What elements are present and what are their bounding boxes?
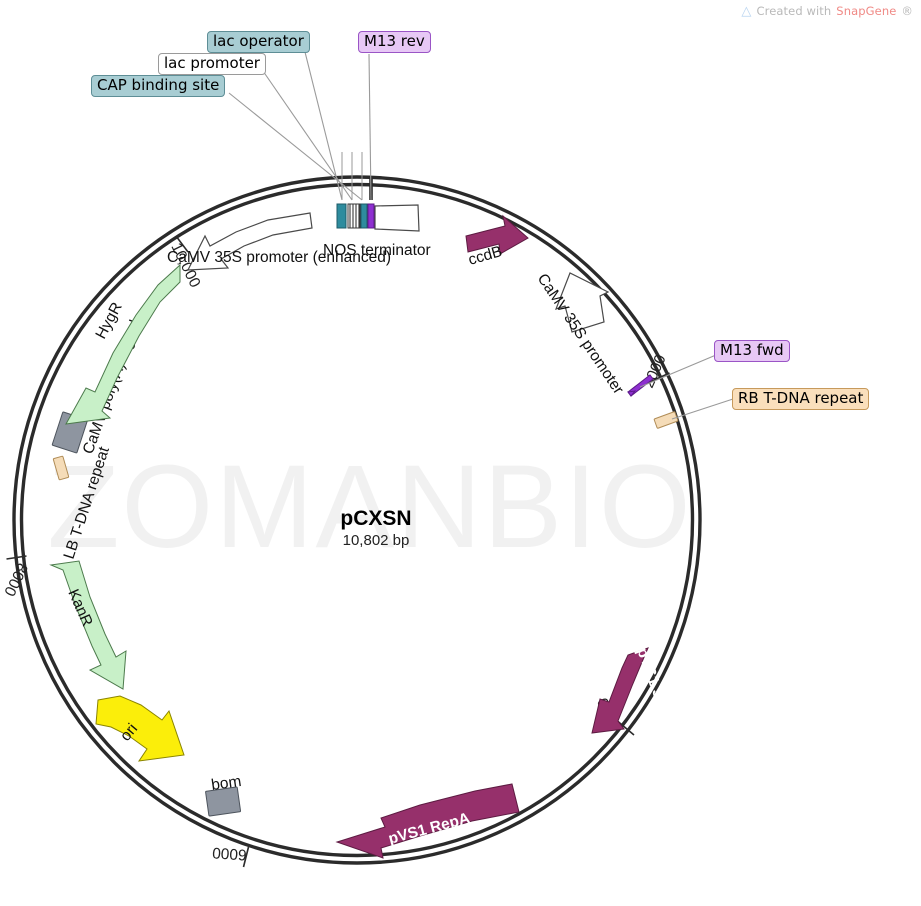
tick-10000 — [175, 235, 189, 253]
feature-lb-tdna-repeat[interactable] — [52, 455, 70, 481]
tick-8000 — [6, 555, 27, 560]
feature-ori[interactable] — [95, 695, 185, 762]
feature-m13-rev[interactable] — [367, 203, 375, 229]
feature-nos-terminator[interactable] — [374, 204, 420, 232]
callout-lac-operator[interactable]: lac operator — [207, 31, 310, 53]
feature-label-bom: bom — [210, 773, 242, 794]
snapgene-credit: △ Created with SnapGene ® — [741, 4, 913, 18]
plasmid-size: 10,802 bp — [343, 532, 410, 549]
feature-m13-fwd[interactable] — [627, 374, 654, 397]
leader-rb-tdna-repeat — [671, 398, 734, 420]
tick-2000 — [649, 372, 670, 383]
credit-brand: SnapGene — [836, 4, 897, 18]
feature-camv35s-promoter[interactable] — [554, 272, 610, 333]
credit-brand-suffix: ® — [901, 4, 913, 18]
leader-lac-operator — [304, 51, 343, 201]
feature-rb-tdna-repeat[interactable] — [653, 411, 679, 429]
leader-cap-binding-site — [228, 92, 363, 201]
feature-cap-binding-site[interactable] — [336, 203, 347, 229]
feature-lac-operator[interactable] — [360, 203, 368, 229]
feature-bom[interactable] — [205, 786, 242, 817]
watermark-text: ZOMANBIO — [47, 441, 692, 573]
callout-rb-tdna-repeat[interactable]: RB T-DNA repeat — [732, 388, 870, 410]
plasmid-name: pCXSN — [340, 507, 411, 530]
callout-m13-fwd[interactable]: M13 fwd — [714, 340, 790, 362]
callout-leader-lines — [228, 51, 734, 420]
feature-camv35s-promoter-enhanced[interactable] — [187, 212, 313, 271]
feature-ccdb[interactable] — [465, 214, 529, 255]
feature-cluster-top — [336, 203, 375, 229]
plasmid-backbone — [12, 175, 702, 865]
feature-kanr[interactable] — [49, 560, 127, 690]
leader-m13-rev — [368, 53, 372, 201]
feature-lac-promoter[interactable] — [347, 203, 361, 229]
feature-pvs1-staa[interactable] — [591, 647, 649, 734]
feature-hygr[interactable] — [65, 263, 181, 425]
feature-label-nos-terminator: NOS terminator — [323, 242, 431, 259]
leader-m13-fwd — [639, 354, 717, 388]
callout-m13-rev[interactable]: M13 rev — [358, 31, 431, 53]
feature-label-camv35s-promoter-enhanced: CaMV 35S promoter (enhanced) — [167, 249, 391, 266]
tick-label-6000: 6000 — [211, 844, 247, 863]
credit-prefix: Created with — [756, 4, 832, 18]
callout-lac-promoter[interactable]: lac promoter — [158, 53, 266, 75]
callout-cap-binding-site[interactable]: CAP binding site — [91, 75, 226, 97]
leader-lac-promoter — [262, 70, 353, 201]
snapgene-logo-icon: △ — [741, 3, 752, 19]
feature-pvs1-repa[interactable] — [335, 783, 520, 859]
callout-stubs — [341, 152, 363, 200]
tick-6000 — [242, 846, 250, 868]
